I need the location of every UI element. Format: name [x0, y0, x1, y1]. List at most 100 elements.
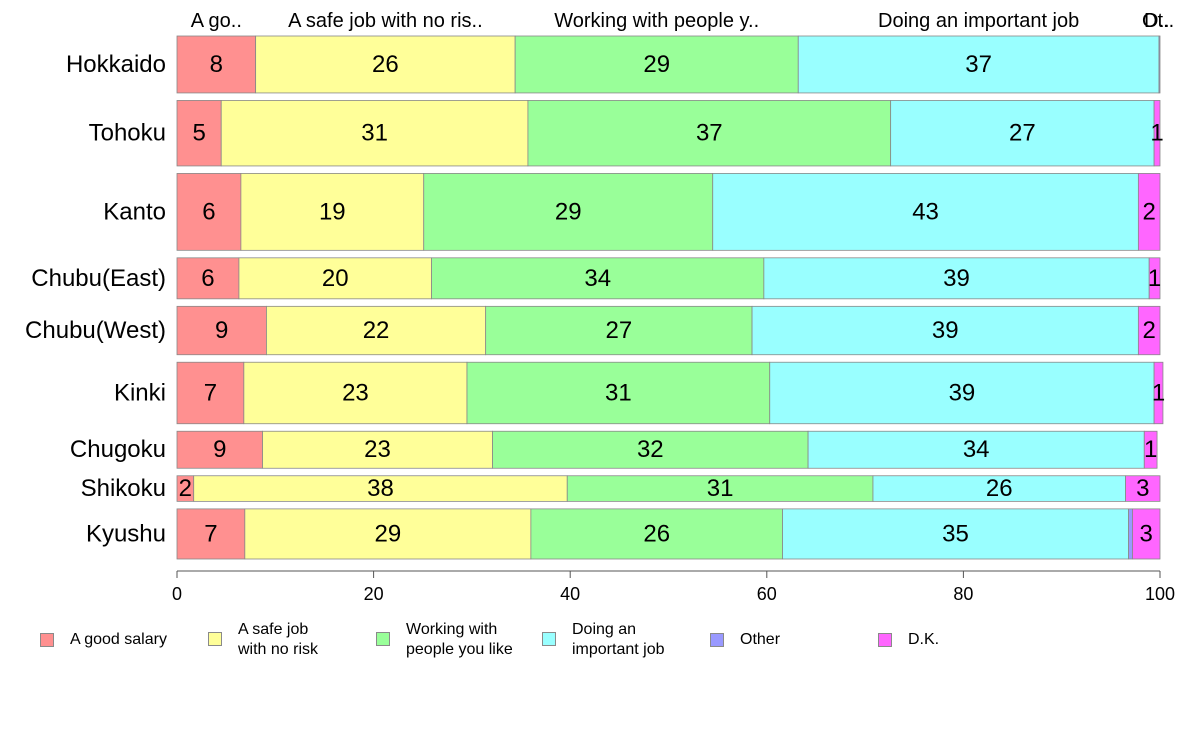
bar-segment [1125, 475, 1161, 502]
x-tick-label: 100 [1145, 584, 1175, 604]
legend-swatch [710, 633, 724, 647]
bar-segment [514, 35, 799, 94]
legend-label: Doing an important job [572, 621, 665, 658]
data-label: 20 [322, 265, 349, 292]
bar-segment [872, 475, 1126, 502]
bar-segment [262, 430, 493, 469]
data-label: 39 [943, 265, 970, 292]
data-label: 1 [1148, 265, 1161, 292]
data-label: 23 [364, 436, 391, 463]
data-label: 31 [361, 120, 388, 147]
legend-item: A safe job with no risk [208, 620, 378, 660]
data-label: 23 [342, 379, 369, 406]
bar-segment [1153, 100, 1161, 167]
series-header-label: Working with people y.. [554, 10, 759, 32]
data-label: 34 [584, 265, 611, 292]
data-label: 6 [201, 265, 214, 292]
data-label: 26 [986, 475, 1013, 502]
data-label: 9 [213, 436, 226, 463]
data-label: 29 [643, 51, 670, 78]
bar-segment [712, 173, 1139, 251]
series-header-label: A safe job with no ris.. [288, 10, 483, 32]
bar-segment [176, 173, 242, 251]
data-label: 29 [375, 520, 402, 547]
x-tick-label: 40 [560, 584, 580, 604]
data-label: 26 [372, 51, 399, 78]
data-label: 37 [965, 51, 992, 78]
legend-item: Other [710, 630, 880, 650]
data-label: 34 [963, 436, 990, 463]
legend-label: A safe job with no risk [238, 621, 319, 658]
data-label: 8 [210, 51, 223, 78]
data-label: 32 [637, 436, 664, 463]
x-tick-label: 20 [364, 584, 384, 604]
data-label: 6 [202, 198, 215, 225]
bar-segment [1158, 35, 1161, 94]
legend: A good salary A safe job with no risk Worki… [0, 618, 1188, 678]
bar-segment [176, 361, 245, 425]
legend-label: Working with people you like [406, 621, 513, 658]
data-label: 22 [363, 317, 390, 344]
legend-label: A good salary [70, 631, 167, 648]
data-label: 31 [707, 475, 734, 502]
bar-segment [466, 361, 771, 425]
data-label: 9 [215, 317, 228, 344]
category-label: Chugoku [70, 436, 166, 463]
bar-segment [423, 173, 714, 251]
category-label: Kanto [103, 198, 166, 225]
data-label: 2 [1143, 198, 1156, 225]
data-label: 37 [696, 120, 723, 147]
legend-item: D.K. [878, 630, 1048, 650]
legend-swatch [208, 632, 222, 646]
data-label: 1 [1152, 379, 1165, 406]
x-tick-label: 0 [172, 584, 182, 604]
bar-segment [797, 35, 1160, 94]
x-tick-label: 80 [953, 584, 973, 604]
bar-segment [530, 508, 783, 560]
series-header-label: D.. [1144, 10, 1170, 32]
bar-segment [485, 305, 753, 356]
category-label: Chubu(West) [25, 317, 166, 344]
legend-item: Working with people you like [376, 620, 546, 660]
category-label: Hokkaido [66, 51, 166, 78]
data-label: 7 [204, 520, 217, 547]
bar-segment [492, 430, 809, 469]
data-label: 35 [942, 520, 969, 547]
bar-segment [1137, 173, 1161, 251]
bar-segment [1137, 305, 1161, 356]
series-header-label: Doing an important job [878, 10, 1079, 32]
bar-segment [1153, 361, 1164, 425]
data-label: 5 [192, 120, 205, 147]
bar-segment [890, 100, 1155, 167]
legend-label: Other [740, 631, 781, 648]
data-label: 43 [912, 198, 939, 225]
bar-segment [1128, 508, 1133, 560]
bar-segment [527, 100, 892, 167]
bar-segment [763, 257, 1150, 300]
bar-segment [431, 257, 765, 300]
data-label: 27 [606, 317, 633, 344]
legend-swatch [40, 633, 54, 647]
bar-segment [255, 35, 516, 94]
bar-segment [782, 508, 1129, 560]
data-label: 26 [643, 520, 670, 547]
category-label: Kyushu [86, 520, 166, 547]
bar-segment [176, 430, 263, 469]
bar-segment [1148, 257, 1161, 300]
bar-segment [176, 100, 222, 167]
bar-segment [220, 100, 529, 167]
category-label: Tohoku [89, 120, 166, 147]
bar-segment [176, 305, 267, 356]
data-label: 1 [1144, 436, 1157, 463]
bar-segment [769, 361, 1155, 425]
bar-segment [244, 508, 532, 560]
data-label: 39 [932, 317, 959, 344]
data-label: 3 [1140, 520, 1153, 547]
data-label: 39 [949, 379, 976, 406]
bar-segment [1132, 508, 1161, 560]
data-label: 27 [1009, 120, 1036, 147]
data-label: 2 [1143, 317, 1156, 344]
series-header-label: A go.. [191, 10, 242, 32]
category-label: Shikoku [81, 475, 166, 502]
